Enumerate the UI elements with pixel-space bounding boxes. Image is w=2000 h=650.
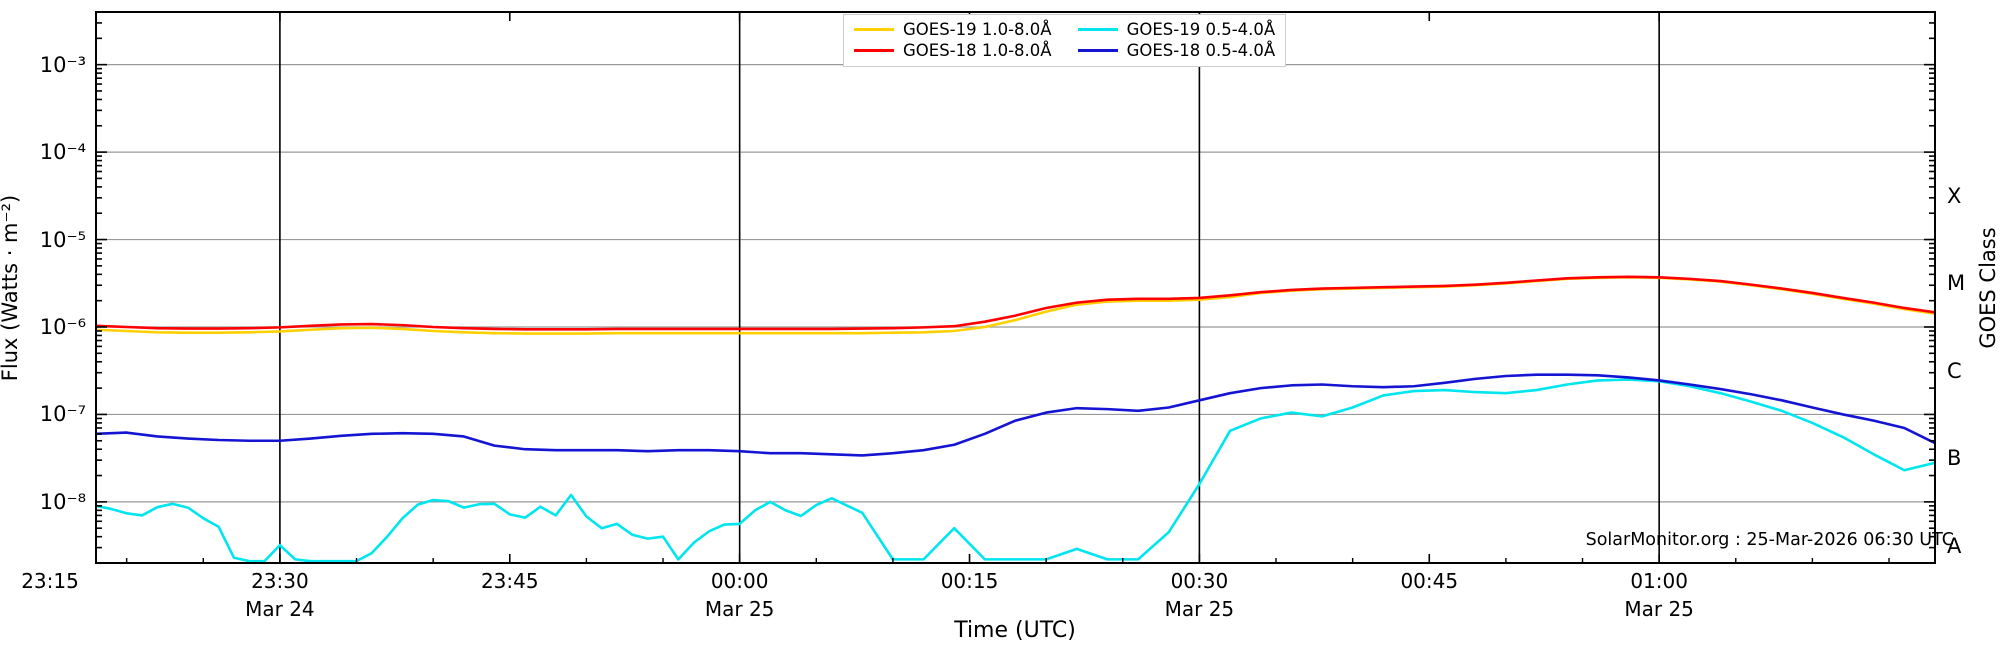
legend-color-swatch — [1077, 28, 1118, 31]
goes-class-label: A — [1947, 533, 1962, 558]
y-tick-label: 10⁻⁴ — [39, 140, 86, 165]
y-axis-label: Flux (Watts · m⁻²) — [0, 194, 22, 382]
legend-label: GOES-18 1.0-8.0Å — [903, 41, 1052, 60]
y-tick-label: 10⁻³ — [39, 52, 86, 77]
legend: GOES-19 1.0-8.0Å GOES-19 0.5-4.0Å GOES-18 … — [843, 14, 1287, 67]
goes-class-label: M — [1947, 271, 1966, 296]
y-tick-label: 10⁻⁷ — [39, 402, 86, 427]
legend-label: GOES-19 0.5-4.0Å — [1126, 20, 1276, 39]
watermark-credit: SolarMonitor.org : 25-Mar-2026 06:30 UTC — [1585, 530, 1954, 550]
x-tick-date-label: Mar 25 — [704, 597, 775, 621]
x-tick-time-label: 00:15 — [940, 569, 999, 593]
plot-frame — [95, 11, 1936, 564]
x-tick-date-label: Mar 25 — [1624, 597, 1694, 621]
goes-class-label: X — [1947, 183, 1962, 208]
legend-item: GOES-19 0.5-4.0Å — [1077, 20, 1276, 39]
legend-color-swatch — [1077, 49, 1118, 52]
x-tick-time-label: 23:15 — [21, 569, 79, 593]
legend-label: GOES-18 0.5-4.0Å — [1126, 41, 1276, 60]
goes-class-label: C — [1947, 358, 1962, 383]
x-tick-date-label: Mar 24 — [245, 597, 315, 621]
vertical-time-lines — [279, 12, 1660, 563]
series-line — [96, 275, 1935, 331]
series-line — [96, 373, 1935, 457]
x-axis-label: Time (UTC) — [954, 618, 1076, 643]
data-series — [96, 275, 1935, 563]
y-tick-label: 10⁻⁶ — [39, 314, 86, 339]
x-tick-date-label: Mar 25 — [1164, 597, 1235, 621]
x-tick-time-label: 00:30 — [1170, 569, 1229, 593]
x-tick-time-label: 23:45 — [480, 569, 539, 593]
x-tick-time-label: 00:00 — [710, 569, 769, 593]
right-axis-label: GOES Class — [1976, 227, 2000, 349]
legend-item: GOES-18 0.5-4.0Å — [1077, 41, 1276, 60]
gridlines — [96, 64, 1935, 503]
legend-item: GOES-18 1.0-8.0Å — [854, 41, 1052, 60]
goes-class-label: B — [1947, 446, 1962, 471]
legend-color-swatch — [854, 28, 894, 31]
legend-item: GOES-19 1.0-8.0Å — [854, 20, 1052, 39]
legend-color-swatch — [854, 49, 894, 52]
x-tick-time-label: 01:00 — [1630, 569, 1688, 593]
legend-label: GOES-19 1.0-8.0Å — [903, 20, 1052, 39]
y-tick-label: 10⁻⁸ — [39, 489, 86, 514]
series-line — [96, 378, 1935, 563]
y-tick-label: 10⁻⁵ — [39, 227, 86, 252]
x-tick-time-label: 23:30 — [251, 569, 309, 593]
x-tick-time-label: 00:45 — [1400, 569, 1459, 593]
